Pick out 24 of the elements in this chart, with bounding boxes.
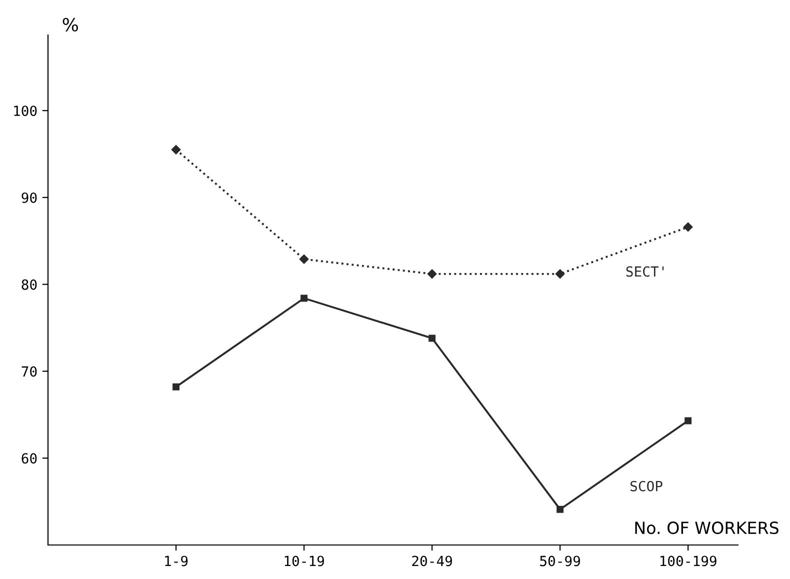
- y-tick-label: 60: [22, 453, 37, 464]
- y-tick-label: 80: [22, 279, 37, 290]
- series-label: SCOP: [630, 480, 662, 492]
- point: [171, 145, 181, 154]
- x-tick-label: 1-9: [165, 556, 188, 566]
- point: [684, 417, 692, 424]
- point: [556, 506, 564, 513]
- x-tick-label: 20-49: [412, 556, 452, 566]
- x-tick-label: 50-99: [540, 556, 580, 566]
- x-tick-label: 10-19: [284, 556, 324, 566]
- x-axis-title: No. OF WORKERS: [635, 522, 778, 534]
- y-tick-label: 100: [14, 106, 37, 116]
- point: [683, 222, 693, 232]
- series-label: SECT': [626, 266, 664, 277]
- x-tick-label: 100-199: [660, 556, 716, 566]
- point: [555, 269, 565, 279]
- point: [299, 254, 309, 264]
- point: [428, 334, 436, 342]
- point: [172, 383, 180, 390]
- y-tick-label: 70: [22, 366, 37, 377]
- point: [427, 269, 437, 279]
- point: [300, 294, 308, 302]
- y-axis-title: %: [62, 18, 78, 32]
- y-tick-label: 90: [22, 192, 37, 203]
